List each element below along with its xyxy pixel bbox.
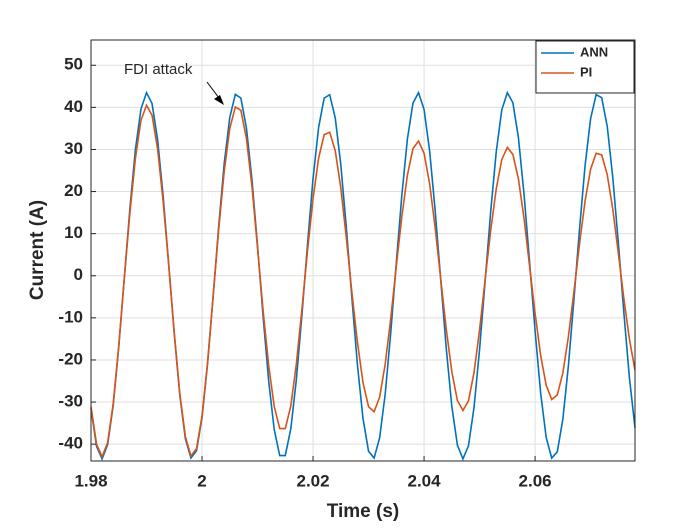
legend: ANN PI (535, 40, 635, 94)
annotation: FDI attack (124, 61, 193, 78)
x-axis-label: Time (s) (327, 501, 400, 522)
legend-label: ANN (580, 44, 608, 59)
series-line (90, 103, 636, 459)
y-tick-label: 0 (74, 265, 83, 284)
x-tick-label: 2 (197, 471, 206, 490)
y-tick-label: -30 (58, 392, 83, 411)
y-axis-label: Current (A) (27, 200, 48, 300)
x-tick-label: 2.04 (408, 471, 442, 490)
y-tick-label: 20 (64, 181, 83, 200)
y-tick-label: -20 (58, 349, 83, 368)
y-tick-label: 30 (64, 139, 83, 158)
y-tick-label: 40 (64, 97, 83, 116)
axes-box (90, 39, 636, 462)
legend-label: PI (580, 64, 592, 79)
x-tick-label: 1.98 (74, 471, 107, 490)
x-tick-label: 2.02 (296, 471, 329, 490)
annotation-arrowhead (214, 95, 224, 105)
ticks: 1.98 2 2.02 2.04 2.06 -40 -30 -20 -10 0 10 20 30 40 50 (58, 55, 551, 491)
y-tick-label: 50 (64, 55, 83, 74)
y-tick-label: -10 (58, 307, 83, 326)
legend-box (535, 40, 635, 94)
y-tick-label: -40 (58, 434, 83, 453)
plot-lines (90, 90, 636, 461)
x-tick-label: 2.06 (519, 471, 552, 490)
y-tick-label: 10 (64, 223, 83, 242)
grid (90, 40, 635, 461)
